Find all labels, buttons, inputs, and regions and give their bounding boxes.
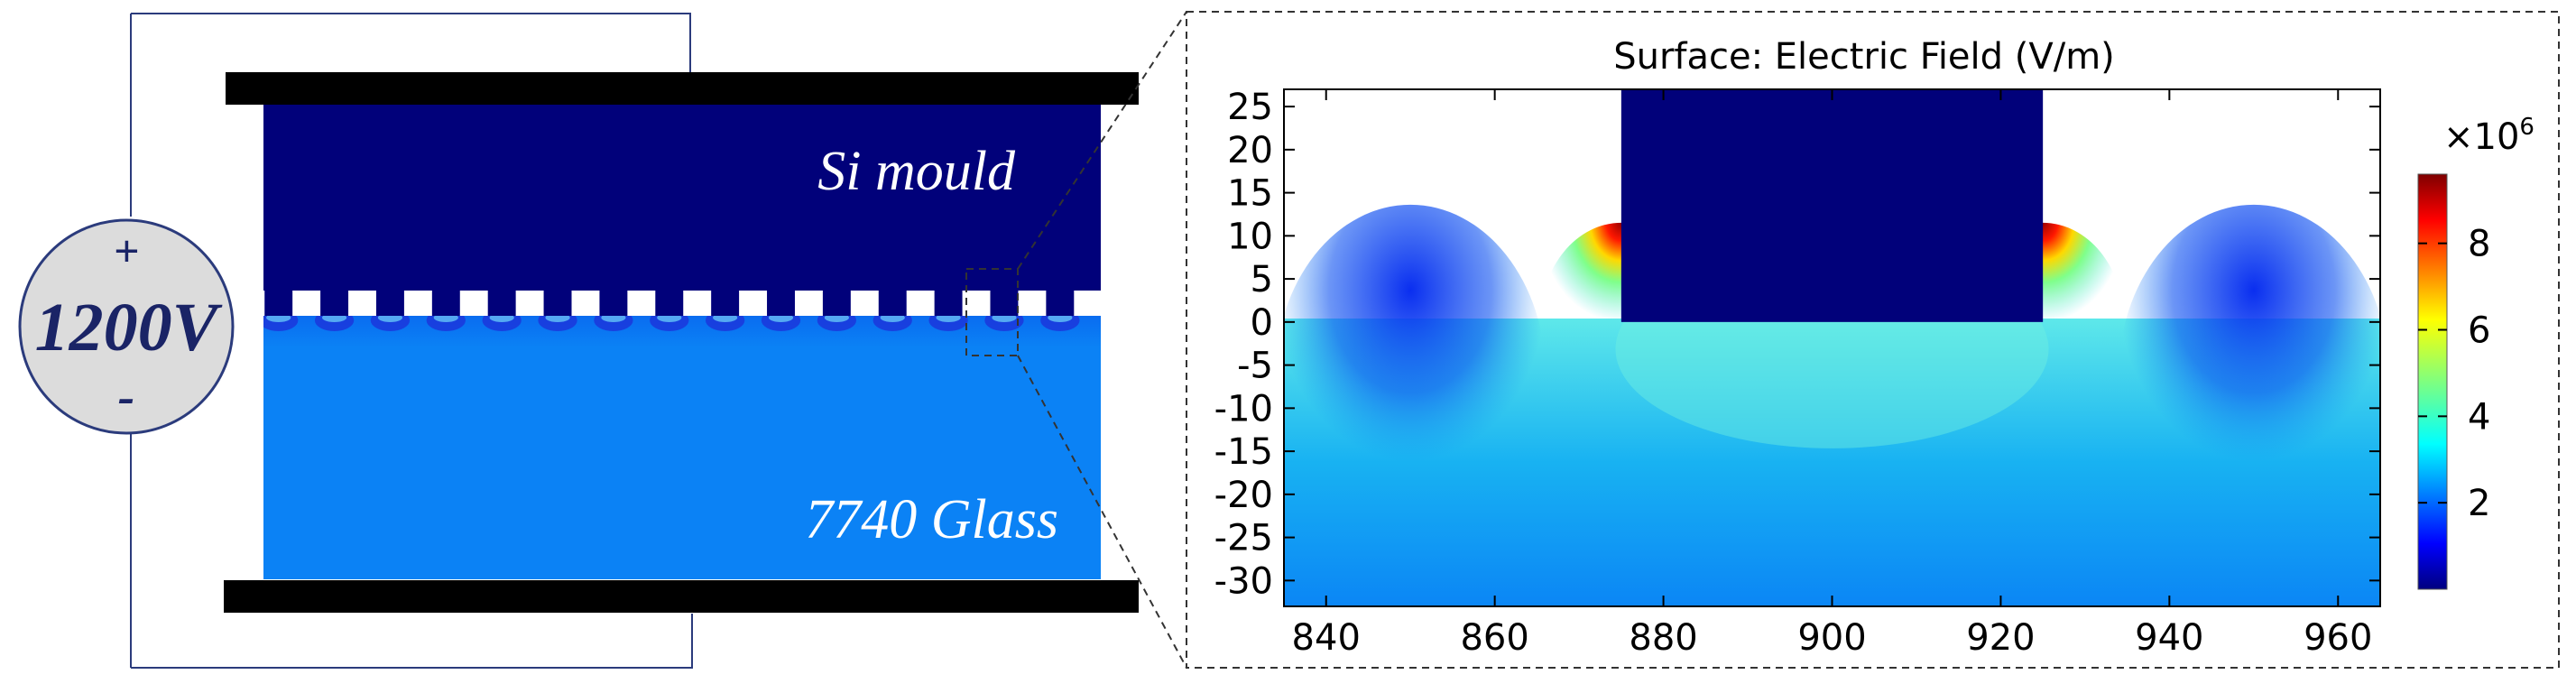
y-tick-label: 5 <box>1251 259 1273 300</box>
x-tick-label: 840 <box>1292 617 1361 659</box>
top-electrode <box>226 72 1139 105</box>
mould-tooth <box>822 291 851 316</box>
colorbar-tick-label: 6 <box>2468 310 2490 352</box>
cold-region-left <box>1284 204 1547 548</box>
mould-tooth <box>878 291 907 316</box>
colorbar-gradient <box>2417 173 2448 590</box>
plot-axes: 840 860 880 900 920 940 9602520151050-5-10-15-… <box>1214 87 2381 659</box>
x-tick-label: 880 <box>1629 617 1697 659</box>
y-tick-label: 10 <box>1227 216 1273 257</box>
mould-teeth <box>263 291 1101 316</box>
y-tick-label: -30 <box>1214 560 1273 602</box>
colorbar: 8 6 4 2 ×106 <box>2417 114 2534 590</box>
x-tick-label: 860 <box>1460 617 1528 659</box>
y-tick-label: -5 <box>1237 346 1273 387</box>
mould-label: Si mould <box>817 141 1016 202</box>
zoom-connector-bottom <box>1017 355 1187 669</box>
y-tick-label: 20 <box>1227 130 1273 171</box>
y-tick-label: 15 <box>1227 173 1273 215</box>
mould-tooth <box>320 291 349 316</box>
zoom-connector-top <box>1017 11 1187 270</box>
x-tick-label: 940 <box>2135 617 2203 659</box>
y-tick-label: 25 <box>1227 87 1273 128</box>
mould-tooth <box>431 291 460 316</box>
colorbar-tick-label: 8 <box>2468 224 2490 265</box>
x-tick-label: 900 <box>1797 617 1866 659</box>
mould-tooth <box>655 291 684 316</box>
colorbar-tick-label: 4 <box>2468 396 2490 438</box>
si-mould <box>263 105 1101 291</box>
mould-tooth <box>934 291 963 316</box>
x-tick-label: 960 <box>2304 617 2372 659</box>
mould-tooth <box>543 291 572 316</box>
mould-tooth-region <box>1620 89 2044 322</box>
mould-tooth <box>375 291 404 316</box>
y-tick-label: -15 <box>1214 431 1273 473</box>
x-tick-label: 920 <box>1966 617 2035 659</box>
glass-substrate <box>263 316 1101 579</box>
plot-area <box>1284 89 2380 606</box>
y-tick-label: -10 <box>1214 388 1273 430</box>
mould-tooth <box>487 291 516 316</box>
colorbar-tick-label: 2 <box>2468 483 2490 524</box>
bottom-electrode <box>224 580 1139 613</box>
mould-tooth <box>711 291 740 316</box>
mould-tooth <box>1046 291 1075 316</box>
mould-tooth <box>264 291 293 316</box>
y-tick-label: 0 <box>1251 302 1273 344</box>
mould-tooth <box>767 291 795 316</box>
minus-sign: - <box>118 369 135 425</box>
y-tick-label: -25 <box>1214 518 1273 559</box>
circuit-wire <box>130 13 693 669</box>
colorbar-multiplier: ×106 <box>2443 114 2534 158</box>
voltage-label: 1200V <box>35 290 223 365</box>
mould-tooth <box>990 291 1019 316</box>
cold-region-right <box>2118 204 2380 548</box>
plot-title: Surface: Electric Field (V/m) <box>1613 36 2115 78</box>
voltage-source: + 1200V - <box>18 218 235 435</box>
plus-sign: + <box>114 226 140 276</box>
mould-tooth <box>599 291 628 316</box>
glass-label: 7740 Glass <box>805 489 1058 550</box>
zoom-region-marker <box>965 268 1019 356</box>
y-tick-label: -20 <box>1214 475 1273 516</box>
zoom-frame <box>1186 11 2560 669</box>
